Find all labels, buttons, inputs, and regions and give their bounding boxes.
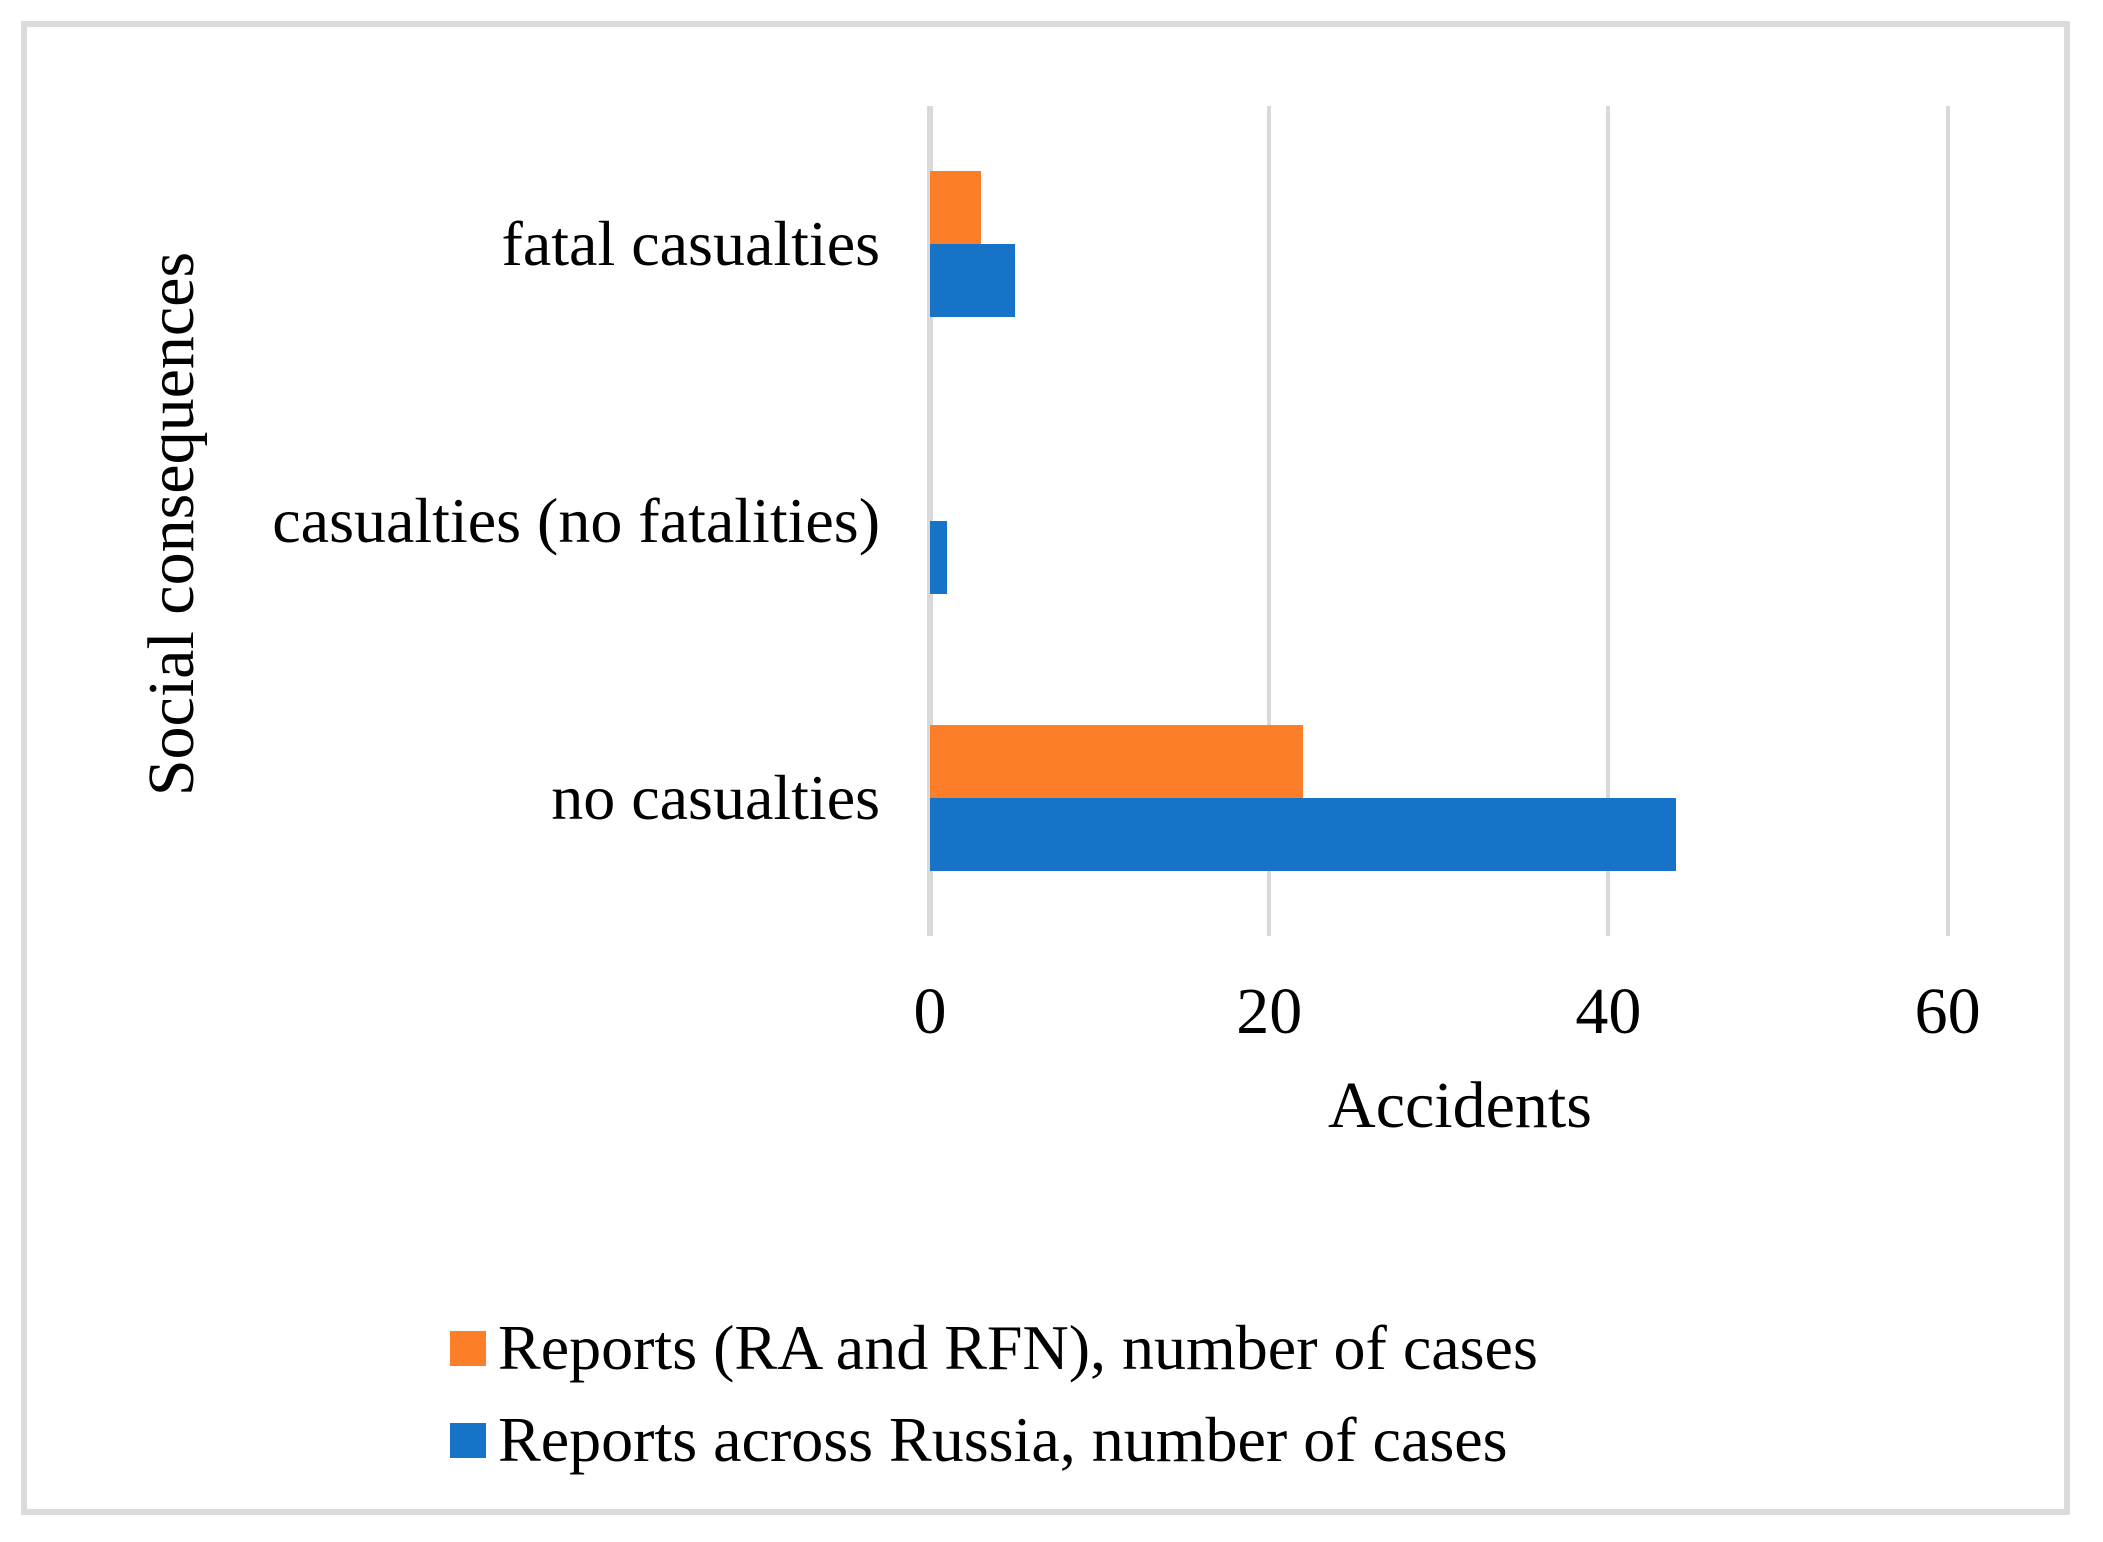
category-label: casualties (no fatalities) <box>272 485 880 556</box>
x-tick-label-0: 0 <box>913 975 947 1048</box>
category-label: fatal casualties <box>501 208 880 280</box>
x-tick-label-40: 40 <box>1575 975 1642 1048</box>
category-label: no casualties <box>551 761 880 833</box>
gridline-20 <box>1267 106 1272 936</box>
x-tick-label-60: 60 <box>1914 975 1981 1048</box>
legend-label: Reports (RA and RFN), number of cases <box>498 1312 1538 1383</box>
chart-border-frame <box>21 21 2070 1515</box>
gridline-60 <box>1945 106 1950 936</box>
x-tick-label-20: 20 <box>1236 975 1303 1048</box>
gridline-40 <box>1606 106 1611 936</box>
bar-series-0-cat-0 <box>930 171 981 245</box>
legend: Reports (RA and RFN), number of cases Rep… <box>450 1302 1538 1486</box>
x-axis-title: Accidents <box>1328 1069 1592 1142</box>
bar-series-1-cat-0 <box>930 244 1015 318</box>
bar-series-0-cat-2 <box>930 724 1304 798</box>
legend-label: Reports across Russia, number of cases <box>498 1404 1508 1475</box>
bar-series-1-cat-2 <box>930 797 1677 871</box>
bar-series-1-cat-1 <box>930 521 947 594</box>
legend-swatch-icon <box>450 1330 486 1366</box>
plot-area <box>927 106 1990 936</box>
legend-row: Reports across Russia, number of cases <box>450 1394 1538 1486</box>
legend-swatch-icon <box>450 1422 486 1458</box>
legend-row: Reports (RA and RFN), number of cases <box>450 1302 1538 1394</box>
